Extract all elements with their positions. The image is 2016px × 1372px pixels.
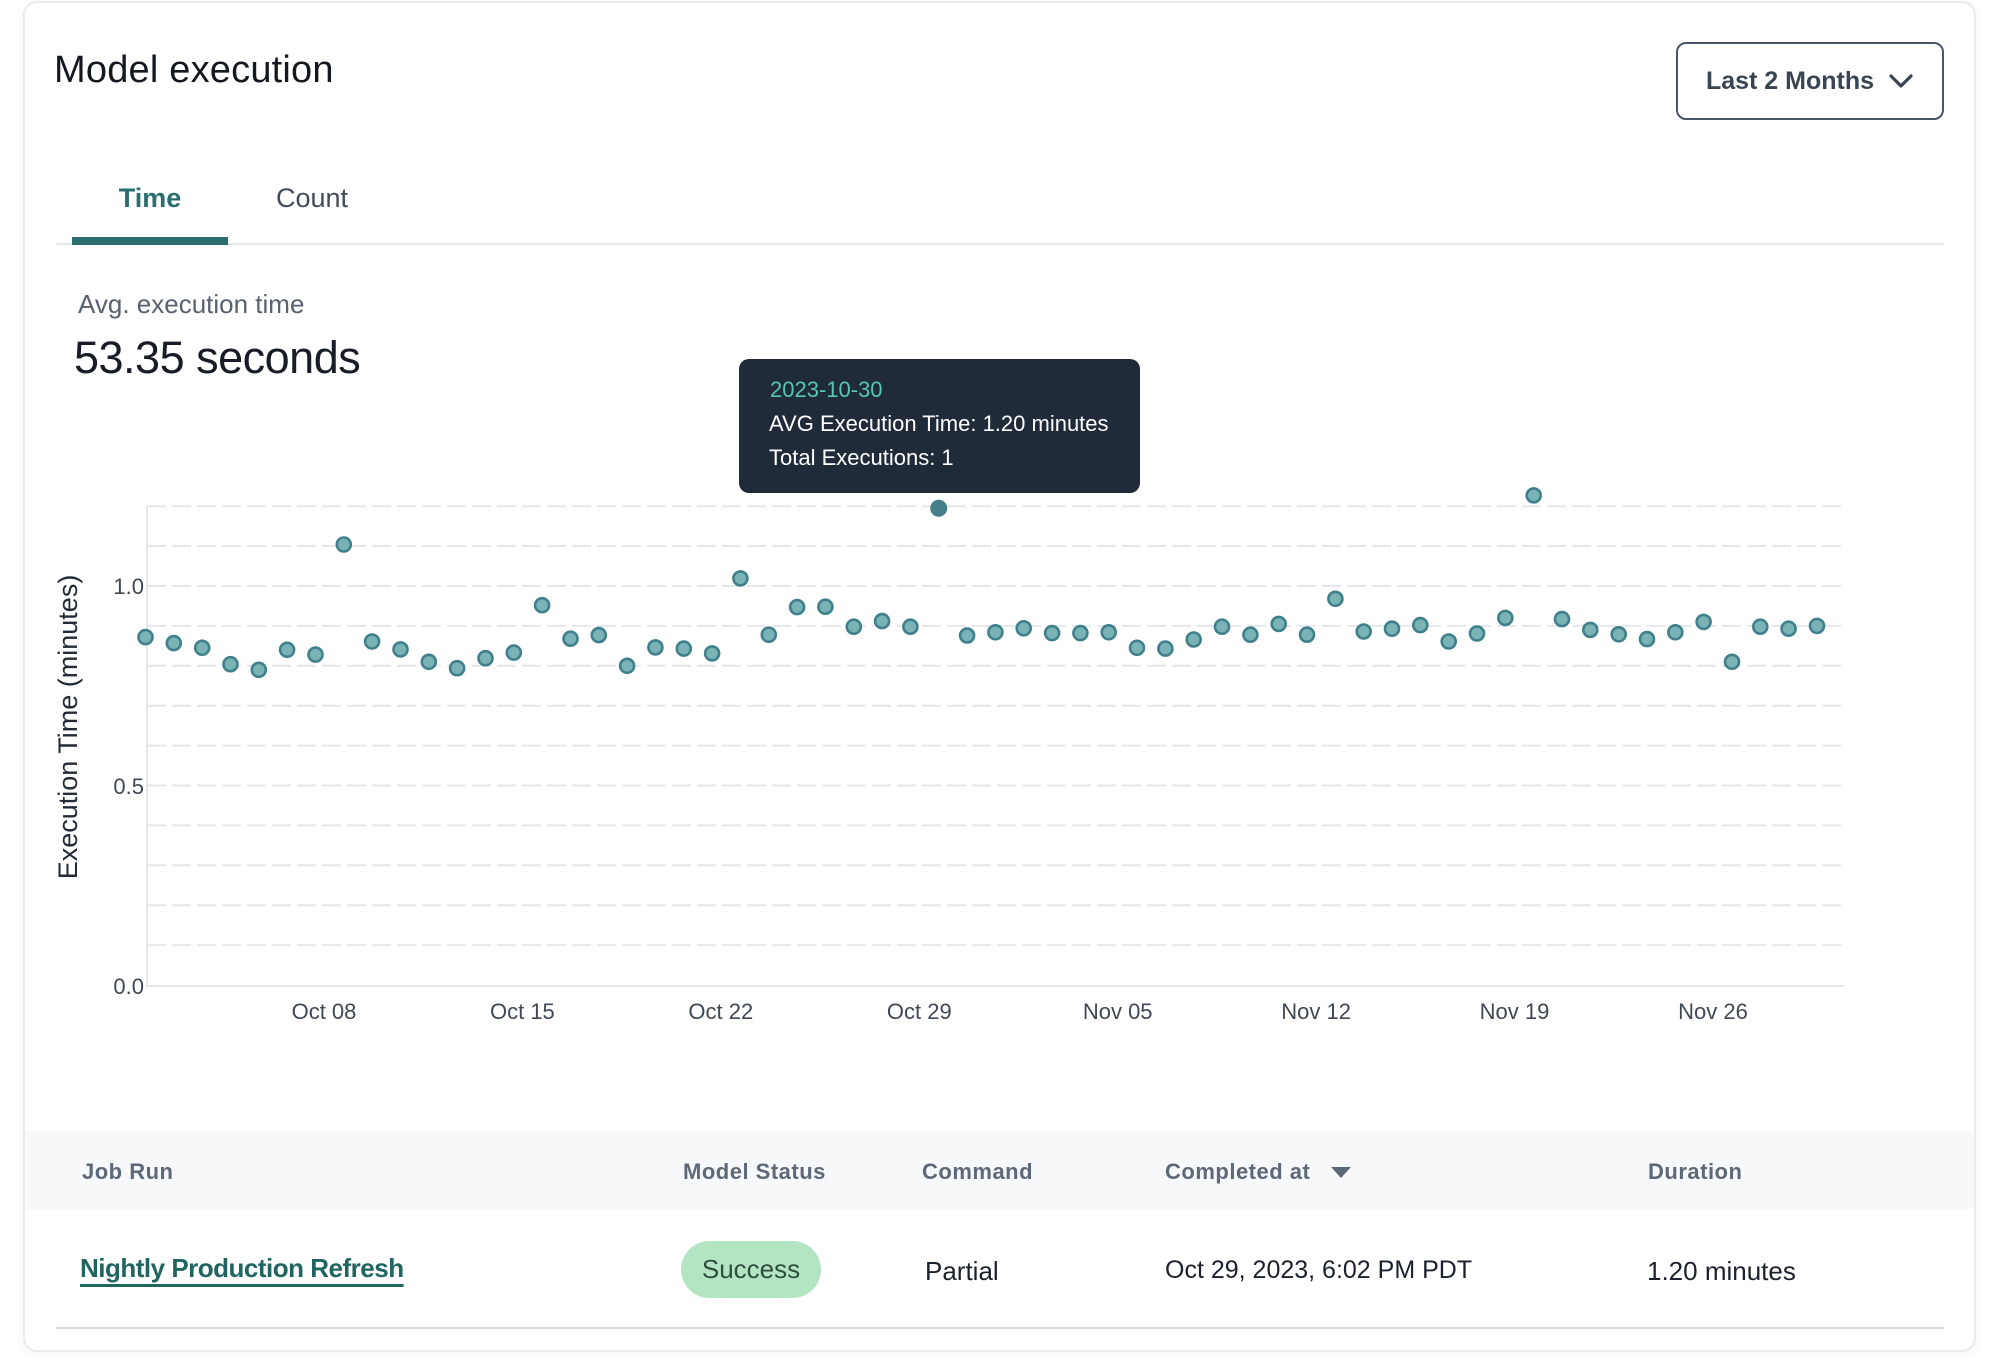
svg-text:Nov 26: Nov 26	[1678, 999, 1748, 1024]
svg-text:0.0: 0.0	[113, 974, 144, 999]
svg-text:Nov 05: Nov 05	[1083, 999, 1153, 1024]
svg-text:Oct 29: Oct 29	[887, 999, 952, 1024]
svg-text:Oct 15: Oct 15	[490, 999, 555, 1024]
svg-text:Nov 19: Nov 19	[1480, 999, 1550, 1024]
svg-text:Oct 22: Oct 22	[688, 999, 753, 1024]
svg-text:0.5: 0.5	[113, 774, 144, 799]
svg-text:Execution Time (minutes): Execution Time (minutes)	[53, 575, 83, 880]
svg-text:1.0: 1.0	[113, 574, 144, 599]
svg-text:Nov 12: Nov 12	[1281, 999, 1351, 1024]
svg-text:Oct 08: Oct 08	[292, 999, 357, 1024]
